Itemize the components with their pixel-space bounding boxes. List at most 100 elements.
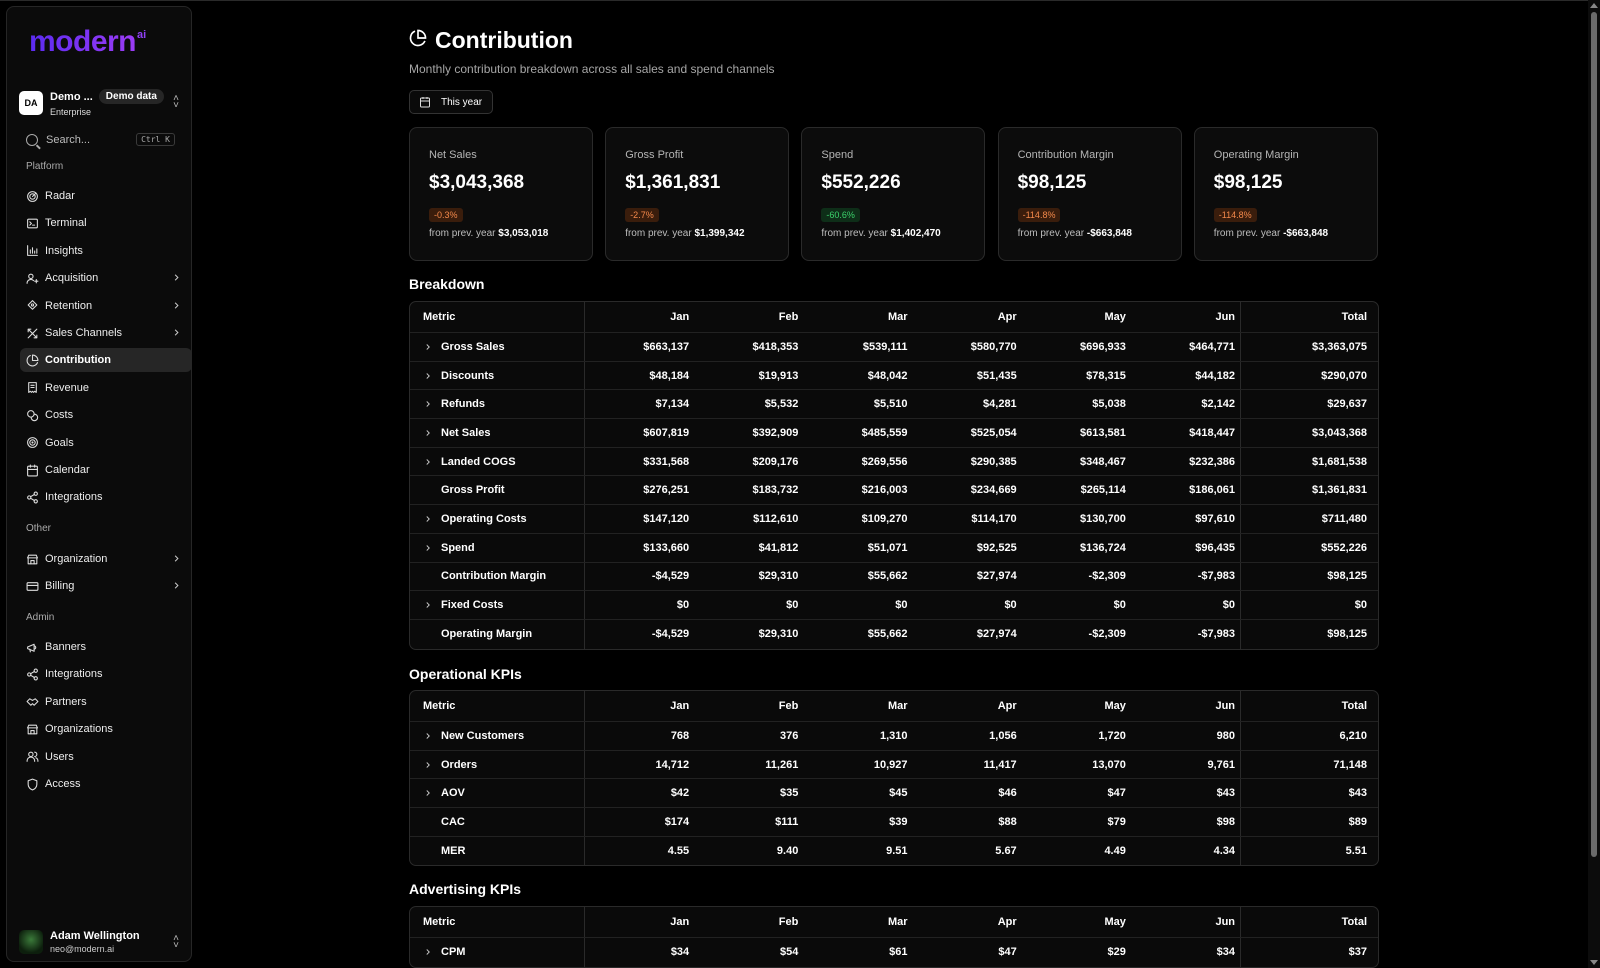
table-row-landed-cogs[interactable]: Landed COGS $331,568 $209,176 $269,556 $290,… [410, 447, 1378, 477]
sidebar: modern ai DA Demo ... Demo data Enterpris… [6, 6, 192, 962]
advertising-kpis-table: Metric Jan Feb Mar Apr May Jun Total CPM $34 $54 $6… [409, 906, 1379, 968]
sidebar-item-label: Contribution [45, 354, 111, 367]
table-cell: $98 [1216, 815, 1236, 828]
sidebar-item-label: Organization [45, 553, 108, 565]
table-cell: $5,038 [1092, 398, 1126, 411]
chevron-right-icon[interactable] [423, 457, 441, 467]
sidebar-item-insights[interactable]: Insights [20, 239, 192, 263]
table-row-orders[interactable]: Orders 14,712 11,261 10,927 11,417 13,070 9,76… [410, 750, 1378, 780]
calendar-icon [26, 464, 39, 477]
table-row-cpm[interactable]: CPM $34 $54 $61 $47 $29 $34 $37 [410, 938, 1378, 967]
table-cell: $607,819 [643, 426, 690, 439]
chevron-right-icon[interactable] [423, 600, 441, 610]
scrollbar-thumb[interactable] [1591, 12, 1597, 857]
sidebar-item-costs[interactable]: Costs [20, 403, 192, 427]
table-header-row: Metric Jan Feb Mar Apr May Jun Total [410, 691, 1378, 722]
table-cell: $232,386 [1189, 455, 1236, 468]
chevron-right-icon[interactable] [423, 788, 441, 798]
metric-cell: Net Sales [410, 419, 585, 447]
chevron-right-icon[interactable] [423, 371, 441, 381]
kpi-previous-label: from prev. year [821, 228, 888, 239]
sidebar-item-access[interactable]: Access [20, 772, 192, 796]
table-cell: $35 [779, 787, 799, 800]
table-row-net-sales[interactable]: Net Sales $607,819 $392,909 $485,559 $525,05… [410, 419, 1378, 448]
chevron-right-icon[interactable] [423, 399, 441, 409]
kpi-previous: from prev. year -$663,848 [1214, 228, 1328, 239]
kpi-card-net-sales: Net Sales $3,043,368 -0.3% from prev. year … [409, 127, 593, 261]
table-row-fixed-costs[interactable]: Fixed Costs $0 $0 $0 $0 $0 $0 $0 [410, 591, 1378, 620]
table-cell: $27,974 [976, 628, 1017, 641]
chevron-right-icon[interactable] [423, 342, 441, 352]
chevrons-up-down-icon: ˄ ˅ [173, 933, 179, 951]
scroll-down-arrow-icon[interactable] [1590, 960, 1598, 965]
total-cell: 6,210 [1240, 722, 1378, 750]
metric-cell: MER [410, 836, 585, 866]
sidebar-item-billing[interactable]: Billing [20, 574, 192, 598]
table-cell: $51,071 [867, 541, 908, 554]
table-row-new-customers[interactable]: New Customers 768 376 1,310 1,056 1,720 980 6,2… [410, 722, 1378, 751]
sidebar-item-terminal[interactable]: Terminal [20, 211, 192, 235]
table-cell: $290,385 [970, 455, 1017, 468]
total-cell: $89 [1240, 808, 1378, 836]
megaphone-icon [26, 641, 39, 654]
table-cell: $96,435 [1195, 541, 1236, 554]
table-row-spend[interactable]: Spend $133,660 $41,812 $51,071 $92,525 $136,7… [410, 533, 1378, 563]
scroll-up-arrow-icon[interactable] [1590, 3, 1598, 8]
table-row-discounts[interactable]: Discounts $48,184 $19,913 $48,042 $51,435 $78… [410, 361, 1378, 391]
sidebar-item-calendar[interactable]: Calendar [20, 458, 192, 482]
chevron-right-icon[interactable] [423, 543, 441, 553]
sidebar-item-integrations[interactable]: Integrations [20, 485, 192, 509]
table-row-mer: MER 4.55 9.40 9.51 5.67 4.49 4.34 5.51 [410, 836, 1378, 866]
chevron-right-icon[interactable] [423, 731, 441, 741]
org-switcher[interactable]: DA Demo ... Demo data Enterprise ˄ ˅ [19, 83, 181, 123]
table-cell: $111 [775, 815, 799, 828]
search-button[interactable]: Search... Ctrl K [19, 129, 181, 151]
table-cell: $97,610 [1195, 512, 1236, 525]
sidebar-item-radar[interactable]: Radar [20, 184, 192, 208]
page-scrollbar[interactable] [1588, 0, 1600, 968]
sidebar-item-banners[interactable]: Banners [20, 635, 192, 659]
brand-logo[interactable]: modern ai [29, 25, 146, 59]
chevron-right-icon[interactable] [423, 428, 441, 438]
table-row-operating-costs[interactable]: Operating Costs $147,120 $112,610 $109,270 $… [410, 505, 1378, 534]
table-cell: $4,281 [983, 398, 1017, 411]
chevron-right-icon[interactable] [423, 514, 441, 524]
table-cell: $34 [670, 946, 690, 959]
kpi-card-value: $3,043,368 [429, 172, 525, 193]
user-menu[interactable]: Adam Wellington neo@modern.ai ˄ ˅ [19, 925, 181, 959]
kpi-card-contribution-margin: Contribution Margin $98,125 -114.8% from pr… [997, 127, 1182, 261]
sidebar-item-organization[interactable]: Organization [20, 547, 192, 571]
kpi-card-label: Operating Margin [1213, 149, 1299, 161]
table-row-aov[interactable]: AOV $42 $35 $45 $46 $47 $43 $43 [410, 779, 1378, 809]
chevron-right-icon[interactable] [423, 947, 441, 957]
sidebar-item-users[interactable]: Users [20, 745, 192, 769]
window-top-border [0, 0, 1600, 1]
sidebar-item-retention[interactable]: Retention [20, 294, 192, 318]
column-header-jun: Jun [1215, 916, 1236, 928]
sidebar-item-partners[interactable]: Partners [20, 690, 192, 714]
sidebar-item-organizations[interactable]: Organizations [20, 717, 192, 741]
kpi-previous-label: from prev. year [1017, 228, 1085, 239]
operational-kpis-table: Metric Jan Feb Mar Apr May Jun Total New Custome… [409, 690, 1379, 867]
sidebar-item-acquisition[interactable]: Acquisition [20, 266, 192, 290]
table-cell: $92,525 [976, 541, 1017, 554]
user-name: Adam Wellington [50, 930, 140, 942]
table-row-refunds[interactable]: Refunds $7,134 $5,532 $5,510 $4,281 $5,038 $2,… [410, 390, 1378, 420]
brand-name: modern [29, 25, 137, 58]
table-cell: $27,974 [976, 570, 1017, 583]
table-cell: $539,111 [862, 340, 908, 353]
platform-section-label: Platform [26, 161, 64, 172]
date-range-button[interactable]: This year [409, 90, 494, 114]
sidebar-item-contribution[interactable]: Contribution [20, 348, 192, 373]
sidebar-item-revenue[interactable]: Revenue [20, 376, 192, 400]
column-header-jun: Jun [1215, 700, 1236, 712]
sidebar-item-integrations[interactable]: Integrations [20, 662, 192, 686]
table-row-gross-sales[interactable]: Gross Sales $663,137 $418,353 $539,111 $580,… [410, 333, 1378, 362]
table-cell: 9,761 [1207, 758, 1236, 771]
sidebar-item-sales-channels[interactable]: Sales Channels [20, 321, 192, 345]
column-header-jan: Jan [670, 916, 690, 928]
sidebar-item-goals[interactable]: Goals [20, 431, 192, 455]
chevron-right-icon[interactable] [423, 760, 441, 770]
operational-kpis-title: Operational KPIs [409, 666, 522, 682]
kpi-cards: Net Sales $3,043,368 -0.3% from prev. year … [409, 127, 1379, 261]
